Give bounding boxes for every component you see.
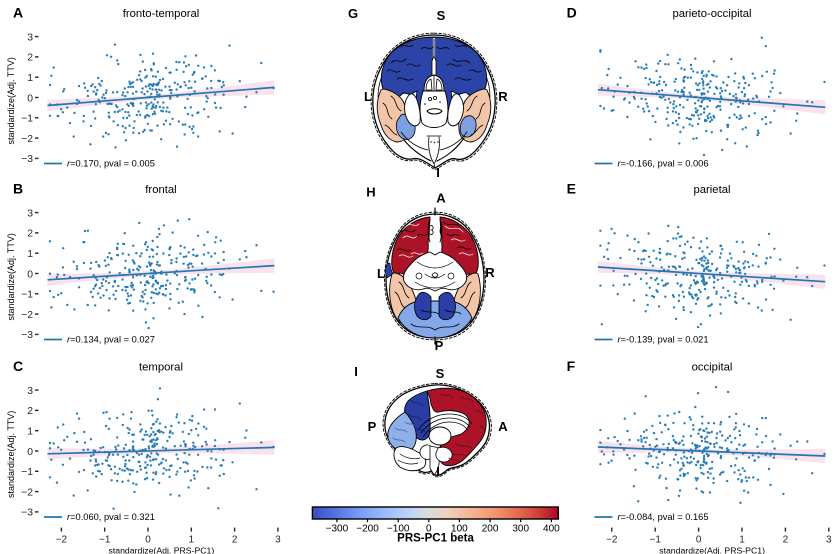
svg-text:1: 1 [27, 249, 33, 260]
svg-text:0: 0 [27, 269, 33, 280]
svg-text:2: 2 [27, 53, 33, 64]
svg-text:1: 1 [739, 534, 745, 545]
svg-text:−300: −300 [326, 524, 349, 535]
svg-text:r=-0.166, pval = 0.006: r=-0.166, pval = 0.006 [618, 159, 709, 169]
svg-text:A: A [13, 5, 23, 21]
svg-text:PRS-PC1 beta: PRS-PC1 beta [397, 533, 474, 545]
svg-text:r=-0.084, pval = 0.165: r=-0.084, pval = 0.165 [618, 512, 709, 522]
svg-text:3: 3 [826, 534, 832, 545]
svg-text:S: S [436, 366, 445, 381]
svg-text:parietal: parietal [693, 184, 730, 196]
svg-text:standardize(Adj. PRS-PC1): standardize(Adj. PRS-PC1) [659, 545, 765, 554]
svg-text:3: 3 [27, 386, 33, 397]
svg-text:3: 3 [27, 208, 33, 219]
svg-text:fronto-temporal: fronto-temporal [123, 8, 200, 20]
svg-text:200: 200 [482, 524, 499, 535]
svg-text:R: R [498, 89, 508, 104]
svg-text:−1: −1 [99, 534, 111, 545]
svg-text:2: 2 [27, 229, 33, 240]
svg-text:−1: −1 [21, 114, 33, 125]
svg-text:G: G [348, 6, 358, 21]
svg-text:−2: −2 [21, 134, 33, 145]
svg-text:2: 2 [27, 406, 33, 417]
svg-text:r=-0.139, pval = 0.021: r=-0.139, pval = 0.021 [618, 335, 709, 345]
svg-text:occipital: occipital [692, 362, 733, 374]
svg-text:−2: −2 [21, 487, 33, 498]
svg-text:−3: −3 [21, 508, 33, 519]
svg-text:standardize(Adj. PRS-PC1): standardize(Adj. PRS-PC1) [109, 545, 215, 554]
svg-text:−2: −2 [606, 534, 618, 545]
svg-text:r=0.170, pval = 0.005: r=0.170, pval = 0.005 [67, 159, 155, 169]
svg-text:I: I [354, 364, 358, 379]
svg-text:−3: −3 [21, 330, 33, 341]
svg-text:0: 0 [426, 524, 432, 535]
svg-text:−2: −2 [21, 310, 33, 321]
svg-text:standardize(Adj. TTV): standardize(Adj. TTV) [6, 233, 16, 320]
svg-text:L: L [364, 89, 372, 104]
svg-text:S: S [437, 8, 446, 23]
svg-text:standardize(Adj. TTV): standardize(Adj. TTV) [6, 57, 16, 144]
svg-text:H: H [366, 185, 375, 200]
svg-text:−3: −3 [21, 154, 33, 165]
svg-text:standardize(Adj. TTV): standardize(Adj. TTV) [6, 411, 16, 498]
svg-text:−100: −100 [387, 524, 410, 535]
svg-text:1: 1 [189, 534, 195, 545]
svg-text:r=0.134, pval = 0.027: r=0.134, pval = 0.027 [67, 335, 155, 345]
svg-text:L: L [377, 266, 385, 281]
svg-text:P: P [435, 338, 444, 353]
svg-text:400: 400 [543, 524, 560, 535]
svg-text:−2: −2 [56, 534, 68, 545]
svg-text:3: 3 [27, 32, 33, 43]
svg-text:−1: −1 [649, 534, 661, 545]
svg-text:frontal: frontal [145, 184, 176, 196]
svg-text:3: 3 [275, 534, 281, 545]
svg-text:parieto-occipital: parieto-occipital [672, 8, 751, 20]
svg-text:temporal: temporal [139, 362, 183, 374]
svg-text:D: D [567, 5, 577, 21]
svg-text:1: 1 [27, 427, 33, 438]
svg-text:0: 0 [145, 534, 151, 545]
svg-text:A: A [436, 191, 446, 206]
svg-text:B: B [13, 181, 23, 197]
svg-text:0: 0 [27, 447, 33, 458]
svg-text:300: 300 [512, 524, 529, 535]
svg-text:A: A [498, 419, 508, 434]
svg-text:C: C [13, 358, 23, 374]
svg-text:P: P [368, 419, 377, 434]
svg-text:−200: −200 [356, 524, 379, 535]
svg-text:1: 1 [27, 73, 33, 84]
svg-text:F: F [567, 358, 576, 374]
svg-text:I: I [436, 464, 440, 479]
svg-text:−1: −1 [21, 467, 33, 478]
svg-text:0: 0 [696, 534, 702, 545]
svg-text:0: 0 [27, 93, 33, 104]
svg-text:R: R [485, 265, 495, 280]
svg-text:100: 100 [451, 524, 468, 535]
svg-text:−1: −1 [21, 290, 33, 301]
svg-text:E: E [567, 181, 576, 197]
svg-text:I: I [436, 165, 440, 180]
svg-text:r=0.060, pval = 0.321: r=0.060, pval = 0.321 [67, 512, 155, 522]
svg-text:2: 2 [783, 534, 789, 545]
svg-text:2: 2 [232, 534, 238, 545]
